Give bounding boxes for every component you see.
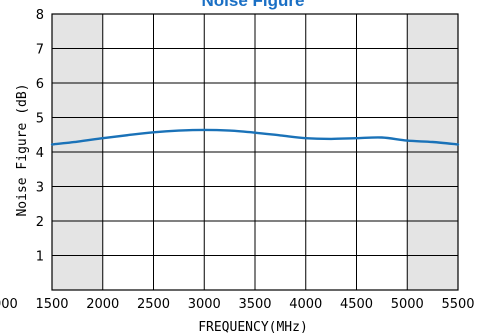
- grid-lines: [52, 14, 458, 290]
- x-tick-label: 3000: [188, 297, 221, 312]
- x-tick-label: 3500: [238, 297, 271, 312]
- y-axis-label: Noise Figure (dB): [15, 83, 30, 216]
- y-tick-labels: 1 2 3 4 5 6 7 8: [36, 8, 44, 265]
- x-tick-label: 1500: [35, 297, 68, 312]
- y-tick-label: 5: [36, 112, 44, 127]
- x-tick-label: 4000: [289, 297, 322, 312]
- noise-figure-series-line: [50, 128, 460, 146]
- y-tick-label: 2: [36, 215, 44, 230]
- chart-title: Noise Figure: [202, 0, 305, 10]
- x-tick-label: 4500: [340, 297, 373, 312]
- y-tick-label: 3: [36, 181, 44, 196]
- x-tick-label: 1000: [0, 297, 18, 312]
- x-tick-label: 5000: [391, 297, 424, 312]
- x-tick-labels: 1000 1500 2000 2500 3000 3500 4000 4500 5000 5500: [0, 297, 475, 312]
- x-tick-label: 2500: [137, 297, 170, 312]
- x-tick-label: 5500: [441, 297, 474, 312]
- x-axis-label: FREQUENCY(MHz): [198, 320, 308, 335]
- y-tick-label: 6: [36, 77, 44, 92]
- x-tick-label: 2000: [86, 297, 119, 312]
- y-tick-label: 7: [36, 43, 44, 58]
- y-tick-label: 1: [36, 250, 44, 265]
- plot-frame: [51, 13, 459, 291]
- y-tick-label: 4: [36, 146, 44, 161]
- y-tick-label: 8: [36, 8, 44, 23]
